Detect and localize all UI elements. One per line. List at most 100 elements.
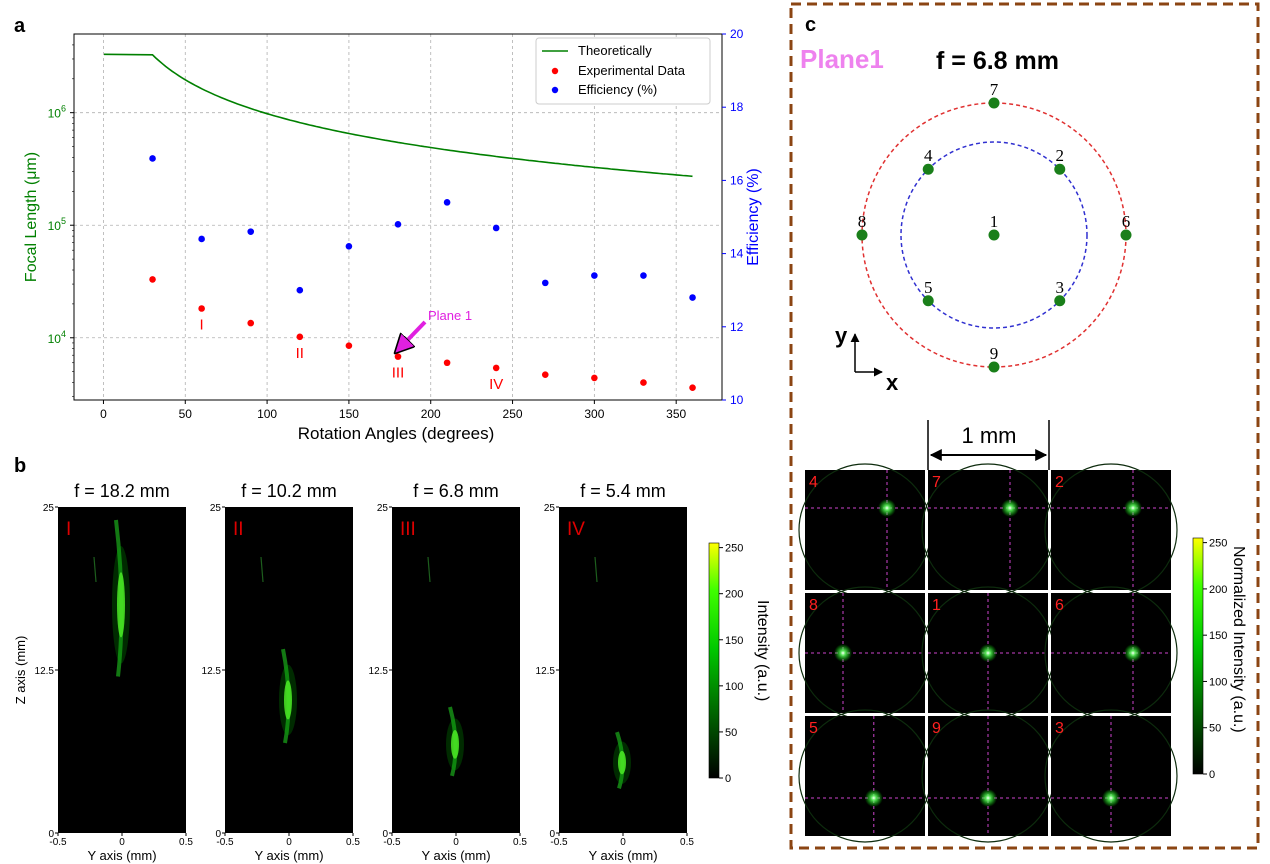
spot-cell: 1 <box>921 586 1055 720</box>
x-axis-label: Y axis (mm) <box>87 848 156 863</box>
x-tick-label: 0 <box>286 837 292 848</box>
experimental-point <box>541 371 549 378</box>
legend-efficiency: Efficiency (%) <box>578 82 657 97</box>
y-tick-label: 25 <box>43 503 55 514</box>
layout-point-number: 1 <box>990 212 999 231</box>
x-ticks: 0 50 100 150 200 250 300 350 <box>100 400 687 421</box>
layout-point <box>922 295 934 307</box>
x-tick-label: 200 <box>421 407 441 421</box>
intensity-subplot: If = 18.2 mm-0.5 0 0.5Y axis (mm)012.525 <box>35 481 194 863</box>
colorbar-tick-label: 150 <box>1209 630 1227 642</box>
beam-halo <box>279 664 297 736</box>
y-tick-label: 12.5 <box>536 666 556 677</box>
layout-point <box>1054 163 1066 175</box>
panel-b-colorbar: 0 50 100 150 200 250 Intensity (a.u.) <box>708 543 771 785</box>
y-tick-label: 12.5 <box>35 666 55 677</box>
colorbar-tick-label: 50 <box>1209 723 1221 735</box>
roman-annotation: I <box>200 317 204 334</box>
colorbar-tick-label: 200 <box>1209 584 1227 596</box>
intensity-image <box>225 507 353 833</box>
subplot-title: f = 6.8 mm <box>413 481 499 501</box>
y-tick-label: 25 <box>377 503 389 514</box>
beam-focus <box>117 572 125 638</box>
experimental-point <box>247 319 255 327</box>
experimental-point <box>492 364 500 372</box>
y-right-tick-label: 16 <box>730 173 744 187</box>
x-axis-label: Y axis (mm) <box>254 848 323 863</box>
roman-label: I <box>66 519 71 540</box>
plane1-arrow <box>397 320 427 351</box>
beam-focus <box>618 750 626 775</box>
experimental-point <box>198 305 205 312</box>
spot-image <box>928 470 1048 590</box>
beam-halo <box>613 741 631 784</box>
experimental-point <box>149 276 156 283</box>
roman-annotation: IV <box>489 376 503 393</box>
x-tick-label: -0.5 <box>550 837 568 848</box>
beam-streak <box>594 556 598 583</box>
y-right-axis-label: Efficiency (%) <box>745 168 762 266</box>
beam-streak <box>427 556 431 583</box>
experimental-point <box>394 353 402 360</box>
y-right-tick-label: 10 <box>730 393 744 407</box>
x-tick-label: 0 <box>453 837 459 848</box>
intensity-image <box>392 507 520 833</box>
layout-point <box>1054 295 1066 307</box>
layout-point-number: 3 <box>1056 278 1065 297</box>
panel-label-c: c <box>805 14 816 36</box>
focal-spot <box>834 644 852 662</box>
layout-point <box>922 163 934 175</box>
layout-point <box>988 361 1000 373</box>
colorbar-tick-label: 100 <box>1209 676 1227 688</box>
colorbar-tick-label: 0 <box>1209 769 1215 781</box>
scale-bar-label: 1 mm <box>962 423 1017 448</box>
intensity-subplot: IVf = 5.4 mm-0.5 0 0.5Y axis (mm)012.525 <box>536 481 695 863</box>
y-tick-label: 0 <box>215 829 221 840</box>
spot-cell-number: 4 <box>809 474 818 491</box>
y-right-tick-label: 18 <box>730 100 744 114</box>
roman-annotation: III <box>392 365 405 382</box>
legend-theory: Theoretically <box>578 43 652 58</box>
theory-curve <box>103 53 693 178</box>
spot-cell-number: 6 <box>1055 597 1064 614</box>
roman-label: IV <box>567 519 585 540</box>
spot-image-grid: 4 7 2 8 1 6 5 9 3 <box>798 463 1178 843</box>
x-axis-label: Y axis (mm) <box>421 848 490 863</box>
plane1-title: Plane1 <box>800 44 884 74</box>
y-tick-label: 12.5 <box>202 666 222 677</box>
x-axis-label: Y axis (mm) <box>588 848 657 863</box>
legend-experimental: Experimental Data <box>578 63 686 78</box>
colorbar-tick-label: 250 <box>1209 538 1227 550</box>
point-layout-diagram: 1 2 3 4 5 6 7 8 9 <box>856 80 1132 373</box>
y-tick-label: 25 <box>544 503 556 514</box>
layout-point <box>856 229 868 241</box>
spot-image <box>805 716 925 836</box>
spot-cell: 8 <box>798 586 932 720</box>
x-tick-label: 0 <box>620 837 626 848</box>
y-tick-label: 0 <box>549 829 555 840</box>
intensity-image <box>559 507 687 833</box>
experimental-point <box>345 342 353 350</box>
panel-a-frame <box>73 33 723 401</box>
subplot-title: f = 10.2 mm <box>241 481 337 501</box>
efficiency-point <box>689 294 696 301</box>
x-tick-label: 350 <box>666 407 686 421</box>
layout-point-number: 8 <box>858 212 867 231</box>
y-right-tick-label: 14 <box>730 247 744 261</box>
legend: Theoretically Experimental Data Efficien… <box>535 37 711 105</box>
xy-axis-indicator: y x <box>835 323 899 395</box>
x-tick-label: 100 <box>257 407 277 421</box>
scale-bar: 1 mm <box>927 420 1050 470</box>
plane1-focal: f = 6.8 mm <box>936 47 1059 75</box>
efficiency-point <box>640 272 647 279</box>
efficiency-point <box>492 224 500 232</box>
colorbar-tick-label: 50 <box>725 727 737 739</box>
colorbar-tick-label: 150 <box>725 635 743 647</box>
experimental-point <box>296 333 304 341</box>
efficiency-point <box>443 199 451 206</box>
focal-spot <box>1124 499 1142 517</box>
efficiency-point <box>247 228 255 235</box>
